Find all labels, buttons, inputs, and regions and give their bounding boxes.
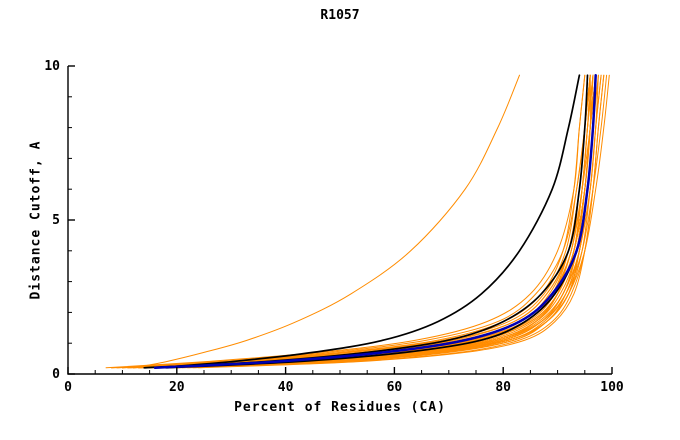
curve-orange (160, 74, 610, 369)
curve-orange (132, 74, 520, 369)
x-tick-label: 100 (600, 380, 624, 395)
chart-title: R1057 (320, 8, 360, 23)
curve-orange (160, 74, 597, 369)
curve-orange (116, 74, 591, 369)
y-tick-label: 5 (52, 213, 60, 228)
curve-orange (181, 74, 597, 369)
x-tick-label: 20 (169, 380, 185, 395)
curve-orange (138, 74, 594, 369)
curve-orange (165, 74, 597, 369)
curve-orange (154, 74, 591, 369)
y-tick-label: 10 (44, 59, 60, 74)
curve-orange (111, 74, 591, 369)
curve-orange (143, 74, 597, 369)
curve-orange (198, 74, 605, 369)
x-tick-label: 80 (495, 380, 511, 395)
curve-orange (105, 74, 586, 369)
curve-black (165, 74, 597, 369)
curve-orange (111, 74, 591, 369)
x-tick-label: 60 (387, 380, 403, 395)
x-axis-label: Percent of Residues (CA) (234, 400, 446, 415)
y-axis-label: Distance Cutoff, A (28, 140, 44, 300)
x-tick-label: 0 (64, 380, 72, 395)
curve-orange (192, 74, 605, 369)
curve-orange (187, 74, 602, 369)
curve-orange (138, 74, 597, 369)
x-tick-label: 40 (278, 380, 294, 395)
curve-black (154, 74, 581, 369)
y-tick-label: 0 (52, 367, 60, 382)
curve-blue (153, 73, 597, 370)
